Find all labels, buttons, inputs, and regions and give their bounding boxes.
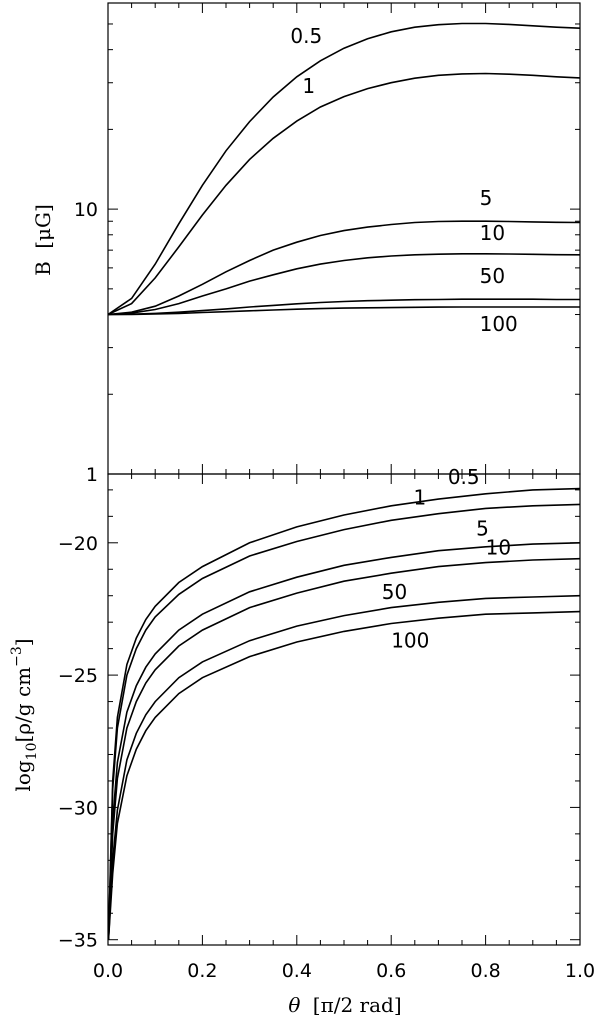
top-series-label: 0.5 xyxy=(290,24,322,48)
bottom-series-label: 5 xyxy=(476,517,489,541)
bottom-y-axis-body: [ρ/g cm xyxy=(11,667,35,743)
bottom-y-axis-sub: 10 xyxy=(24,743,40,761)
bottom-y-tick-label: −25 xyxy=(58,665,98,687)
top-series-label: 5 xyxy=(480,186,493,210)
bottom-series-label: 0.5 xyxy=(448,465,480,489)
bottom-y-axis-close: ] xyxy=(11,638,35,646)
bottom-series-label: 100 xyxy=(391,629,429,653)
x-tick-label: 1.0 xyxy=(565,960,595,982)
bottom-y-axis-log: log xyxy=(11,760,35,791)
top-series-line xyxy=(107,22,581,316)
bottom-y-tick-label: −35 xyxy=(58,930,98,952)
top-y-axis-title: B [μG] xyxy=(31,204,55,276)
density-panel: 0.0 0.2 0.4 0.6 0.8 1.0 −35 −30 −25 −20 0.5 1 510 50 1… xyxy=(58,465,595,982)
bottom-series-label: 1 xyxy=(414,485,427,509)
top-y-tick-label: 10 xyxy=(74,199,98,221)
bottom-series-line xyxy=(107,503,581,940)
bottom-series-line xyxy=(107,487,581,940)
bottom-y-axis-sup: −3 xyxy=(9,646,25,667)
top-series-line xyxy=(107,253,581,316)
bottom-series-label: 50 xyxy=(382,580,407,604)
bottom-series-line xyxy=(107,542,581,940)
top-series-label: 10 xyxy=(480,221,505,245)
bottom-series-line xyxy=(107,610,581,940)
top-series-label: 50 xyxy=(480,264,505,288)
top-series-line xyxy=(107,306,580,316)
x-tick-label: 0.8 xyxy=(470,960,500,982)
top-y-axis-unit: [μG] xyxy=(31,204,55,249)
x-axis-title: θ [π/2 rad] xyxy=(288,993,401,1017)
top-series-label: 100 xyxy=(480,312,518,336)
top-series-line xyxy=(107,298,580,316)
top-y-axis-symbol: B xyxy=(31,261,55,276)
x-tick-label: 0.4 xyxy=(282,960,312,982)
bottom-y-axis-title: log10[ρ/g cm−3] xyxy=(9,638,40,791)
x-tick-label: 0.6 xyxy=(376,960,406,982)
x-axis-unit: [π/2 rad] xyxy=(313,993,402,1017)
bottom-series-line xyxy=(107,594,581,940)
bottom-series-label: 10 xyxy=(486,536,511,560)
x-tick-label: 0.0 xyxy=(93,960,123,982)
top-series-line xyxy=(107,72,581,316)
bottom-y-tick-label: −30 xyxy=(58,797,98,819)
top-series-label: 1 xyxy=(302,74,315,98)
x-tick-label: 0.2 xyxy=(187,960,217,982)
bottom-series-line xyxy=(107,557,581,940)
top-y-tick-label: 1 xyxy=(86,464,98,486)
top-series-line xyxy=(107,220,581,316)
magnetic-field-panel: 1 10 0.5 1 5 10 50 100 xyxy=(74,2,581,486)
bottom-y-tick-label: −20 xyxy=(58,533,98,555)
x-axis-symbol: θ xyxy=(288,993,300,1017)
